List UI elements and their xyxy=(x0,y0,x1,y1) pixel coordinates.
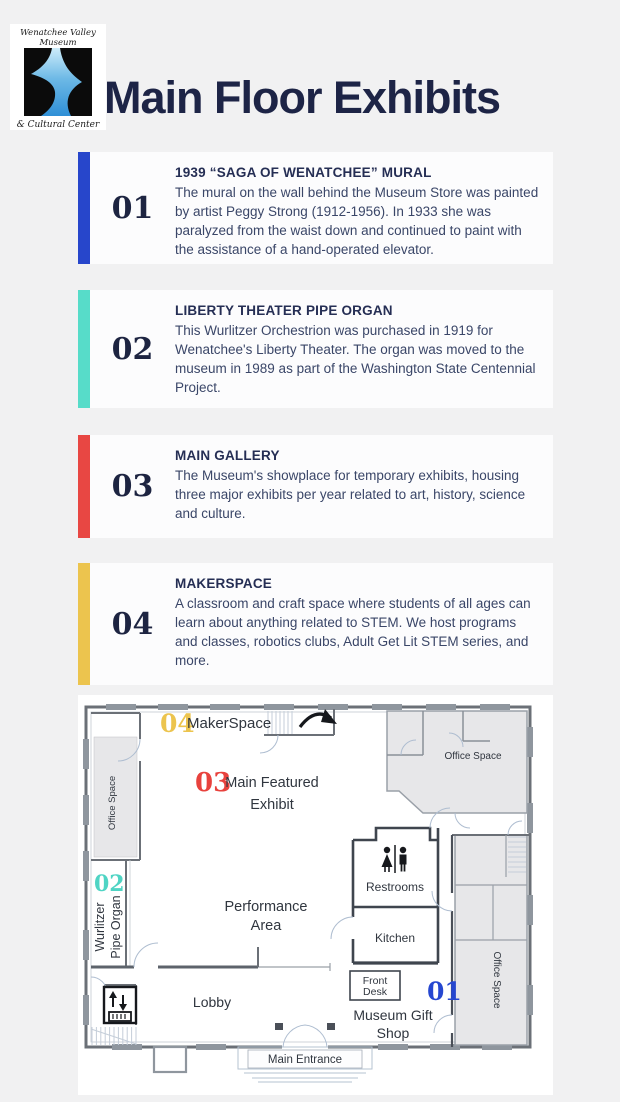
main-entrance-label: Main Entrance xyxy=(268,1054,342,1066)
restrooms-label: Restrooms xyxy=(366,880,424,894)
exhibit-card-03: 03 MAIN GALLERY The Museum's showplace f… xyxy=(78,435,553,538)
exhibit-title-04: MAKERSPACE xyxy=(175,576,273,591)
wurlitzer-label-line2: Pipe Organ xyxy=(109,895,123,958)
makerspace-label: MakerSpace xyxy=(187,715,271,732)
floorplan: 04 MakerSpace 03 Main Featured Exhibit O… xyxy=(78,695,553,1095)
accent-bar-03 xyxy=(78,435,90,538)
curved-arrow-icon xyxy=(298,709,337,728)
logo-text-line1: Wenatchee Valley xyxy=(20,28,96,38)
kitchen-label: Kitchen xyxy=(375,931,415,945)
wurlitzer-label-line1: Wurlitzer xyxy=(93,902,107,951)
makerspace-number: 04 xyxy=(160,709,195,738)
main-exhibit-label-line2: Exhibit xyxy=(250,797,294,813)
office-space-right-label: Office Space xyxy=(491,951,502,1009)
exhibit-number-04: 04 xyxy=(111,606,154,642)
front-desk-box xyxy=(349,970,401,1001)
exhibit-number-03: 03 xyxy=(111,469,154,504)
performance-area-label-line2: Area xyxy=(251,918,283,934)
door-arcs xyxy=(90,732,523,1034)
accent-bar-01 xyxy=(78,152,90,264)
gift-shop-number: 01 xyxy=(427,977,462,1006)
front-desk-label-line2: Desk xyxy=(363,986,388,998)
main-exhibit-number: 03 xyxy=(195,768,231,798)
museum-logo-graphic: Wenatchee Valley Museum & Cultural Cente… xyxy=(10,24,106,130)
exhibit-title-02: LIBERTY THEATER PIPE ORGAN xyxy=(175,303,393,318)
restrooms-icon xyxy=(381,845,407,873)
elevator-icon xyxy=(102,985,138,1025)
exhibit-description-02: This Wurlitzer Orchestrion was purchased… xyxy=(175,323,536,395)
gift-shop-label-line2: Shop xyxy=(377,1025,410,1041)
logo-river-emblem xyxy=(24,48,92,116)
exhibit-card-04: 04 MAKERSPACE A classroom and craft spac… xyxy=(78,563,553,685)
lobby-label: Lobby xyxy=(193,994,231,1010)
porch xyxy=(152,1045,188,1074)
floorplan-windows xyxy=(83,704,533,1050)
main-entrance xyxy=(152,1023,373,1083)
office-space-top-label: Office Space xyxy=(444,751,502,762)
logo-text-line3: & Cultural Center xyxy=(17,120,100,130)
floorplan-interior-walls xyxy=(91,709,530,1047)
exhibit-title-03: MAIN GALLERY xyxy=(175,448,280,463)
exhibit-title-01: 1939 “SAGA OF WENATCHEE” MURAL xyxy=(175,165,432,180)
front-desk-label-line1: Front xyxy=(363,975,388,987)
museum-logo: Wenatchee Valley Museum & Cultural Cente… xyxy=(10,24,106,130)
accent-bar-04 xyxy=(78,563,90,685)
exhibit-description-01: The mural on the wall behind the Museum … xyxy=(175,185,539,257)
logo-text-line2: Museum xyxy=(38,38,76,48)
performance-area-label-line1: Performance xyxy=(224,899,307,915)
wurlitzer-number: 02 xyxy=(94,871,125,897)
exhibit-card-02: 02 LIBERTY THEATER PIPE ORGAN This Wurli… xyxy=(78,290,553,408)
exhibit-number-02: 02 xyxy=(111,331,154,367)
accent-bar-02 xyxy=(78,290,90,408)
exhibit-number-01: 01 xyxy=(111,190,154,226)
exhibit-card-01: 01 1939 “SAGA OF WENATCHEE” MURAL The mu… xyxy=(78,152,553,264)
exhibit-description-04: A classroom and craft space where studen… xyxy=(175,596,531,668)
gift-shop-label-line1: Museum Gift xyxy=(353,1007,432,1023)
office-space-left-label: Office Space xyxy=(107,776,118,830)
main-exhibit-label-line1: Main Featured xyxy=(225,775,319,791)
floorplan-drawing: 04 MakerSpace 03 Main Featured Exhibit O… xyxy=(83,704,533,1083)
page-title: Main Floor Exhibits xyxy=(104,72,501,123)
stairs-hatching xyxy=(90,711,526,1045)
exhibit-description-03: The Museum's showplace for temporary exh… xyxy=(175,468,526,521)
